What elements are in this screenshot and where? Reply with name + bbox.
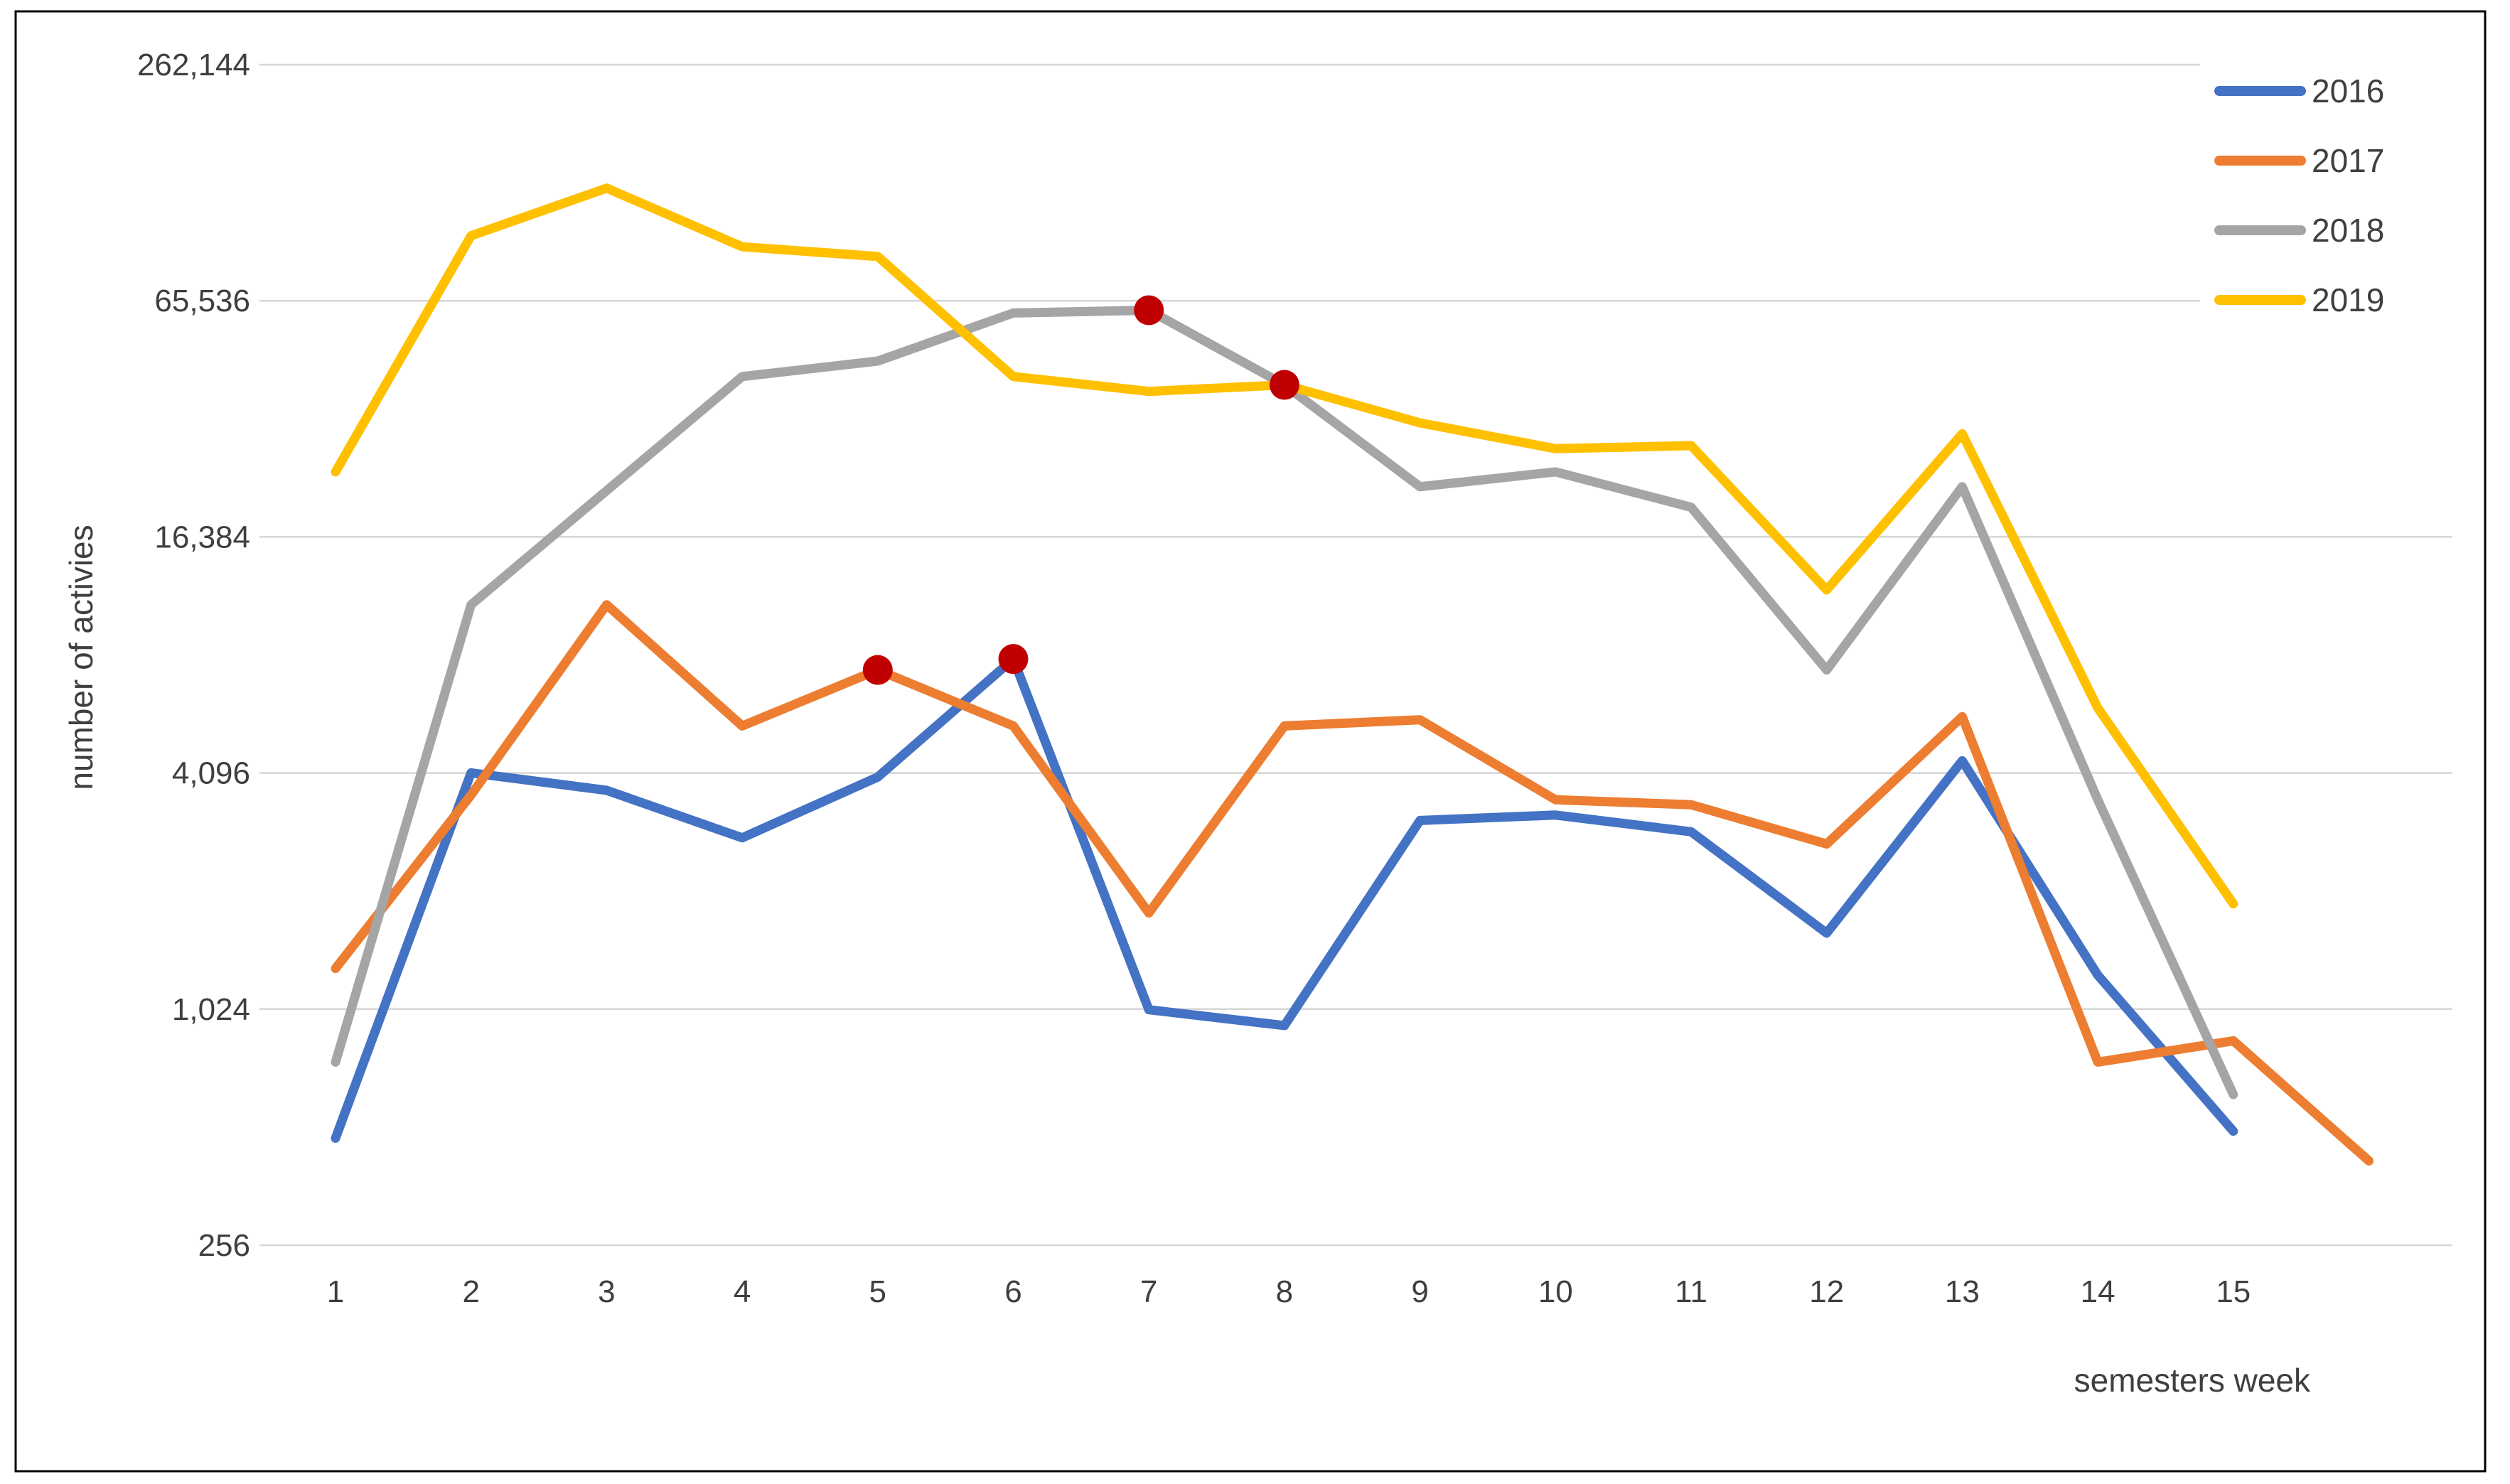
x-tick-8: 8 [1276, 1274, 1293, 1309]
y-tick-16384: 16,384 [154, 520, 250, 554]
y-axis-tick-labels: 262,144 65,536 16,384 4,096 1,024 256 [137, 48, 250, 1263]
legend-label-2018: 2018 [2312, 212, 2384, 249]
x-tick-1: 1 [327, 1274, 344, 1309]
legend-label-2016: 2016 [2312, 72, 2384, 109]
x-tick-14: 14 [2081, 1274, 2115, 1309]
highlight-dot-2017-week5 [862, 655, 893, 685]
x-tick-4: 4 [734, 1274, 751, 1309]
y-tick-262144: 262,144 [137, 48, 250, 82]
series-line-2017 [331, 600, 2374, 1166]
series-lines [331, 183, 2374, 1166]
x-tick-12: 12 [1809, 1274, 1844, 1309]
y-axis-title: number of activies [63, 525, 100, 790]
x-tick-11: 11 [1675, 1274, 1707, 1309]
gridlines [259, 63, 2452, 1247]
highlight-dot-2019-week8 [1269, 370, 1299, 400]
x-tick-3: 3 [598, 1274, 615, 1309]
x-tick-6: 6 [1004, 1274, 1021, 1309]
x-tick-5: 5 [869, 1274, 886, 1309]
x-tick-10: 10 [1538, 1274, 1573, 1309]
y-tick-65536: 65,536 [154, 284, 250, 318]
highlight-markers [862, 295, 1299, 685]
y-tick-256: 256 [198, 1228, 250, 1263]
series-line-2018 [331, 306, 2238, 1099]
x-axis-title: semesters week [2074, 1362, 2311, 1399]
x-tick-13: 13 [1945, 1274, 1980, 1309]
x-tick-7: 7 [1140, 1274, 1157, 1309]
legend-label-2019: 2019 [2312, 281, 2384, 318]
legend: 2016 2017 2018 2019 [2200, 60, 2479, 338]
y-tick-1024: 1,024 [172, 992, 250, 1027]
x-tick-9: 9 [1411, 1274, 1428, 1309]
x-tick-15: 15 [2216, 1274, 2251, 1309]
highlight-dot-2016-week6 [998, 644, 1029, 674]
legend-background [2200, 60, 2479, 338]
series-line-2016 [331, 654, 2238, 1143]
figure-border [14, 10, 2487, 1473]
x-axis-tick-labels: 1 2 3 4 5 6 7 8 9 10 11 12 13 14 15 [327, 1274, 2251, 1309]
legend-label-2017: 2017 [2312, 142, 2384, 179]
x-tick-2: 2 [462, 1274, 479, 1309]
y-tick-4096: 4,096 [172, 756, 250, 791]
highlight-dot-2018-week7 [1134, 295, 1164, 326]
